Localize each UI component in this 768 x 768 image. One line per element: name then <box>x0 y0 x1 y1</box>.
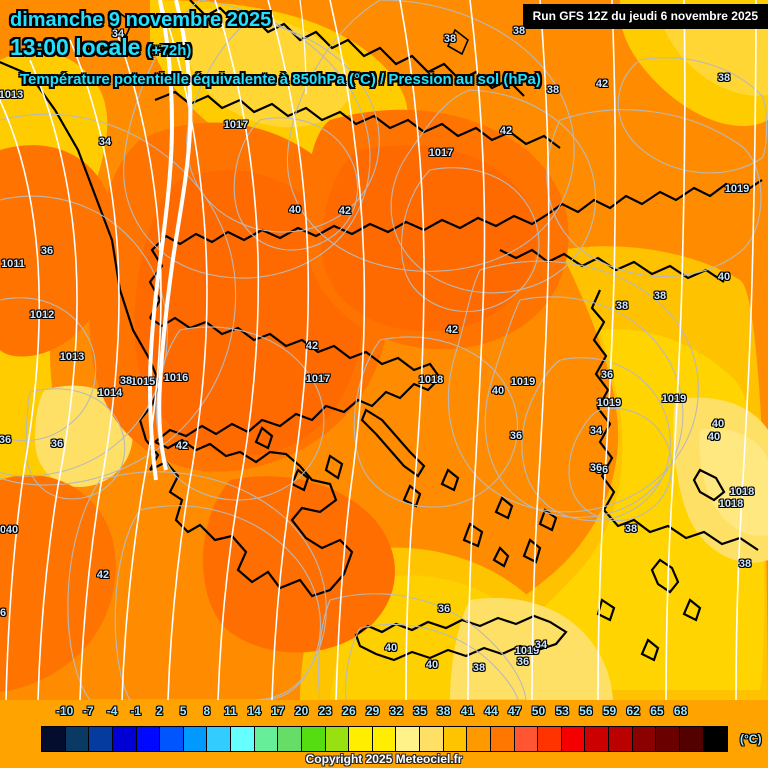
legend-swatch <box>679 727 704 751</box>
map-canvas[interactable]: dimanche 9 novembre 2025 13:00 locale (+… <box>0 0 768 700</box>
legend-tick-label: 17 <box>271 704 285 718</box>
legend-tick-label: 35 <box>413 704 427 718</box>
legend-swatch <box>183 727 208 751</box>
legend-tick-label: -4 <box>106 704 118 718</box>
legend-tick-label: 53 <box>555 704 569 718</box>
legend-tick-label: 68 <box>673 704 688 718</box>
legend-swatch <box>703 727 728 751</box>
legend-swatch <box>160 727 184 751</box>
legend-swatch <box>207 727 231 751</box>
legend-tick-label: 47 <box>508 704 522 718</box>
legend-swatch <box>467 727 491 751</box>
legend-swatch <box>301 727 326 751</box>
legend-tick-label: 8 <box>203 704 211 718</box>
model-run-badge: Run GFS 12Z du jeudi 6 novembre 2025 <box>522 4 768 29</box>
legend-tick-label: -10 <box>56 704 74 718</box>
legend-tick-label: 41 <box>460 704 475 718</box>
legend-tick-label: 23 <box>318 704 332 718</box>
copyright-label: Copyright 2025 Meteociel.fr <box>305 752 463 766</box>
coastlines <box>0 0 763 662</box>
legend-swatch <box>278 727 302 751</box>
legend-tick-label: 5 <box>179 704 187 718</box>
legend-tick-label: 62 <box>626 704 640 718</box>
legend-swatch <box>656 727 680 751</box>
legend-tick-label: 65 <box>650 704 664 718</box>
legend-swatch <box>420 727 444 751</box>
legend-tick-label: 56 <box>579 704 593 718</box>
legend-tick-label: 20 <box>294 704 309 718</box>
forecast-time: 13:00 locale (+72h) <box>10 34 191 61</box>
legend-colorbar <box>41 726 728 752</box>
legend-swatch <box>490 727 515 751</box>
thetae-contours <box>0 0 767 700</box>
legend-swatch <box>443 727 468 751</box>
legend-ticks: -10 -7 -4 -1 2 5 8 11 14 17 20 23 26 29 32 35 38 41 44 47 50… <box>0 704 768 722</box>
legend-swatch <box>65 727 90 751</box>
legend-swatch <box>42 727 66 751</box>
map-svg <box>0 0 768 700</box>
forecast-time-label: 13:00 locale <box>10 34 141 60</box>
legend-tick-label: 11 <box>224 704 237 718</box>
legend-tick-label: -7 <box>83 704 94 718</box>
legend-tick-label: 29 <box>365 704 380 718</box>
isobars <box>0 0 757 700</box>
legend-swatch <box>254 727 279 751</box>
legend-tick-label: 50 <box>531 704 546 718</box>
legend-swatch <box>89 727 113 751</box>
legend-tick-label: 59 <box>602 704 617 718</box>
legend-tick-label: 44 <box>484 704 498 718</box>
legend-swatch <box>349 727 373 751</box>
legend-swatch <box>325 727 350 751</box>
legend-tick-label: 32 <box>389 704 404 718</box>
legend-tick-label: 26 <box>342 704 356 718</box>
model-run-label: Run GFS 12Z du jeudi 6 novembre 2025 <box>532 9 758 23</box>
legend-tick-label: 38 <box>437 704 451 718</box>
legend: -10 -7 -4 -1 2 5 8 11 14 17 20 23 26 29 32 35 38 41 44 47 50… <box>0 700 768 768</box>
legend-unit: (°C) <box>740 732 762 746</box>
legend-swatch <box>538 727 562 751</box>
legend-swatch <box>585 727 609 751</box>
legend-tick-label: -1 <box>130 704 142 718</box>
legend-swatch <box>609 727 633 751</box>
legend-tick-label: 14 <box>247 704 261 718</box>
river-highlight <box>157 0 193 471</box>
thetae-band-pale <box>35 385 768 700</box>
legend-swatch <box>231 727 255 751</box>
forecast-leadtime: (+72h) <box>146 42 192 59</box>
parameter-title: Température potentielle équivalente à 85… <box>20 71 541 88</box>
legend-swatch <box>136 727 161 751</box>
thetae-band-hot <box>0 109 569 692</box>
legend-swatch <box>396 727 420 751</box>
legend-tick-label: 2 <box>156 704 163 718</box>
legend-swatch <box>561 727 586 751</box>
legend-swatch <box>514 727 539 751</box>
legend-swatch <box>632 727 657 751</box>
forecast-date: dimanche 9 novembre 2025 <box>10 9 272 31</box>
legend-swatch <box>372 727 397 751</box>
legend-swatch <box>112 727 137 751</box>
